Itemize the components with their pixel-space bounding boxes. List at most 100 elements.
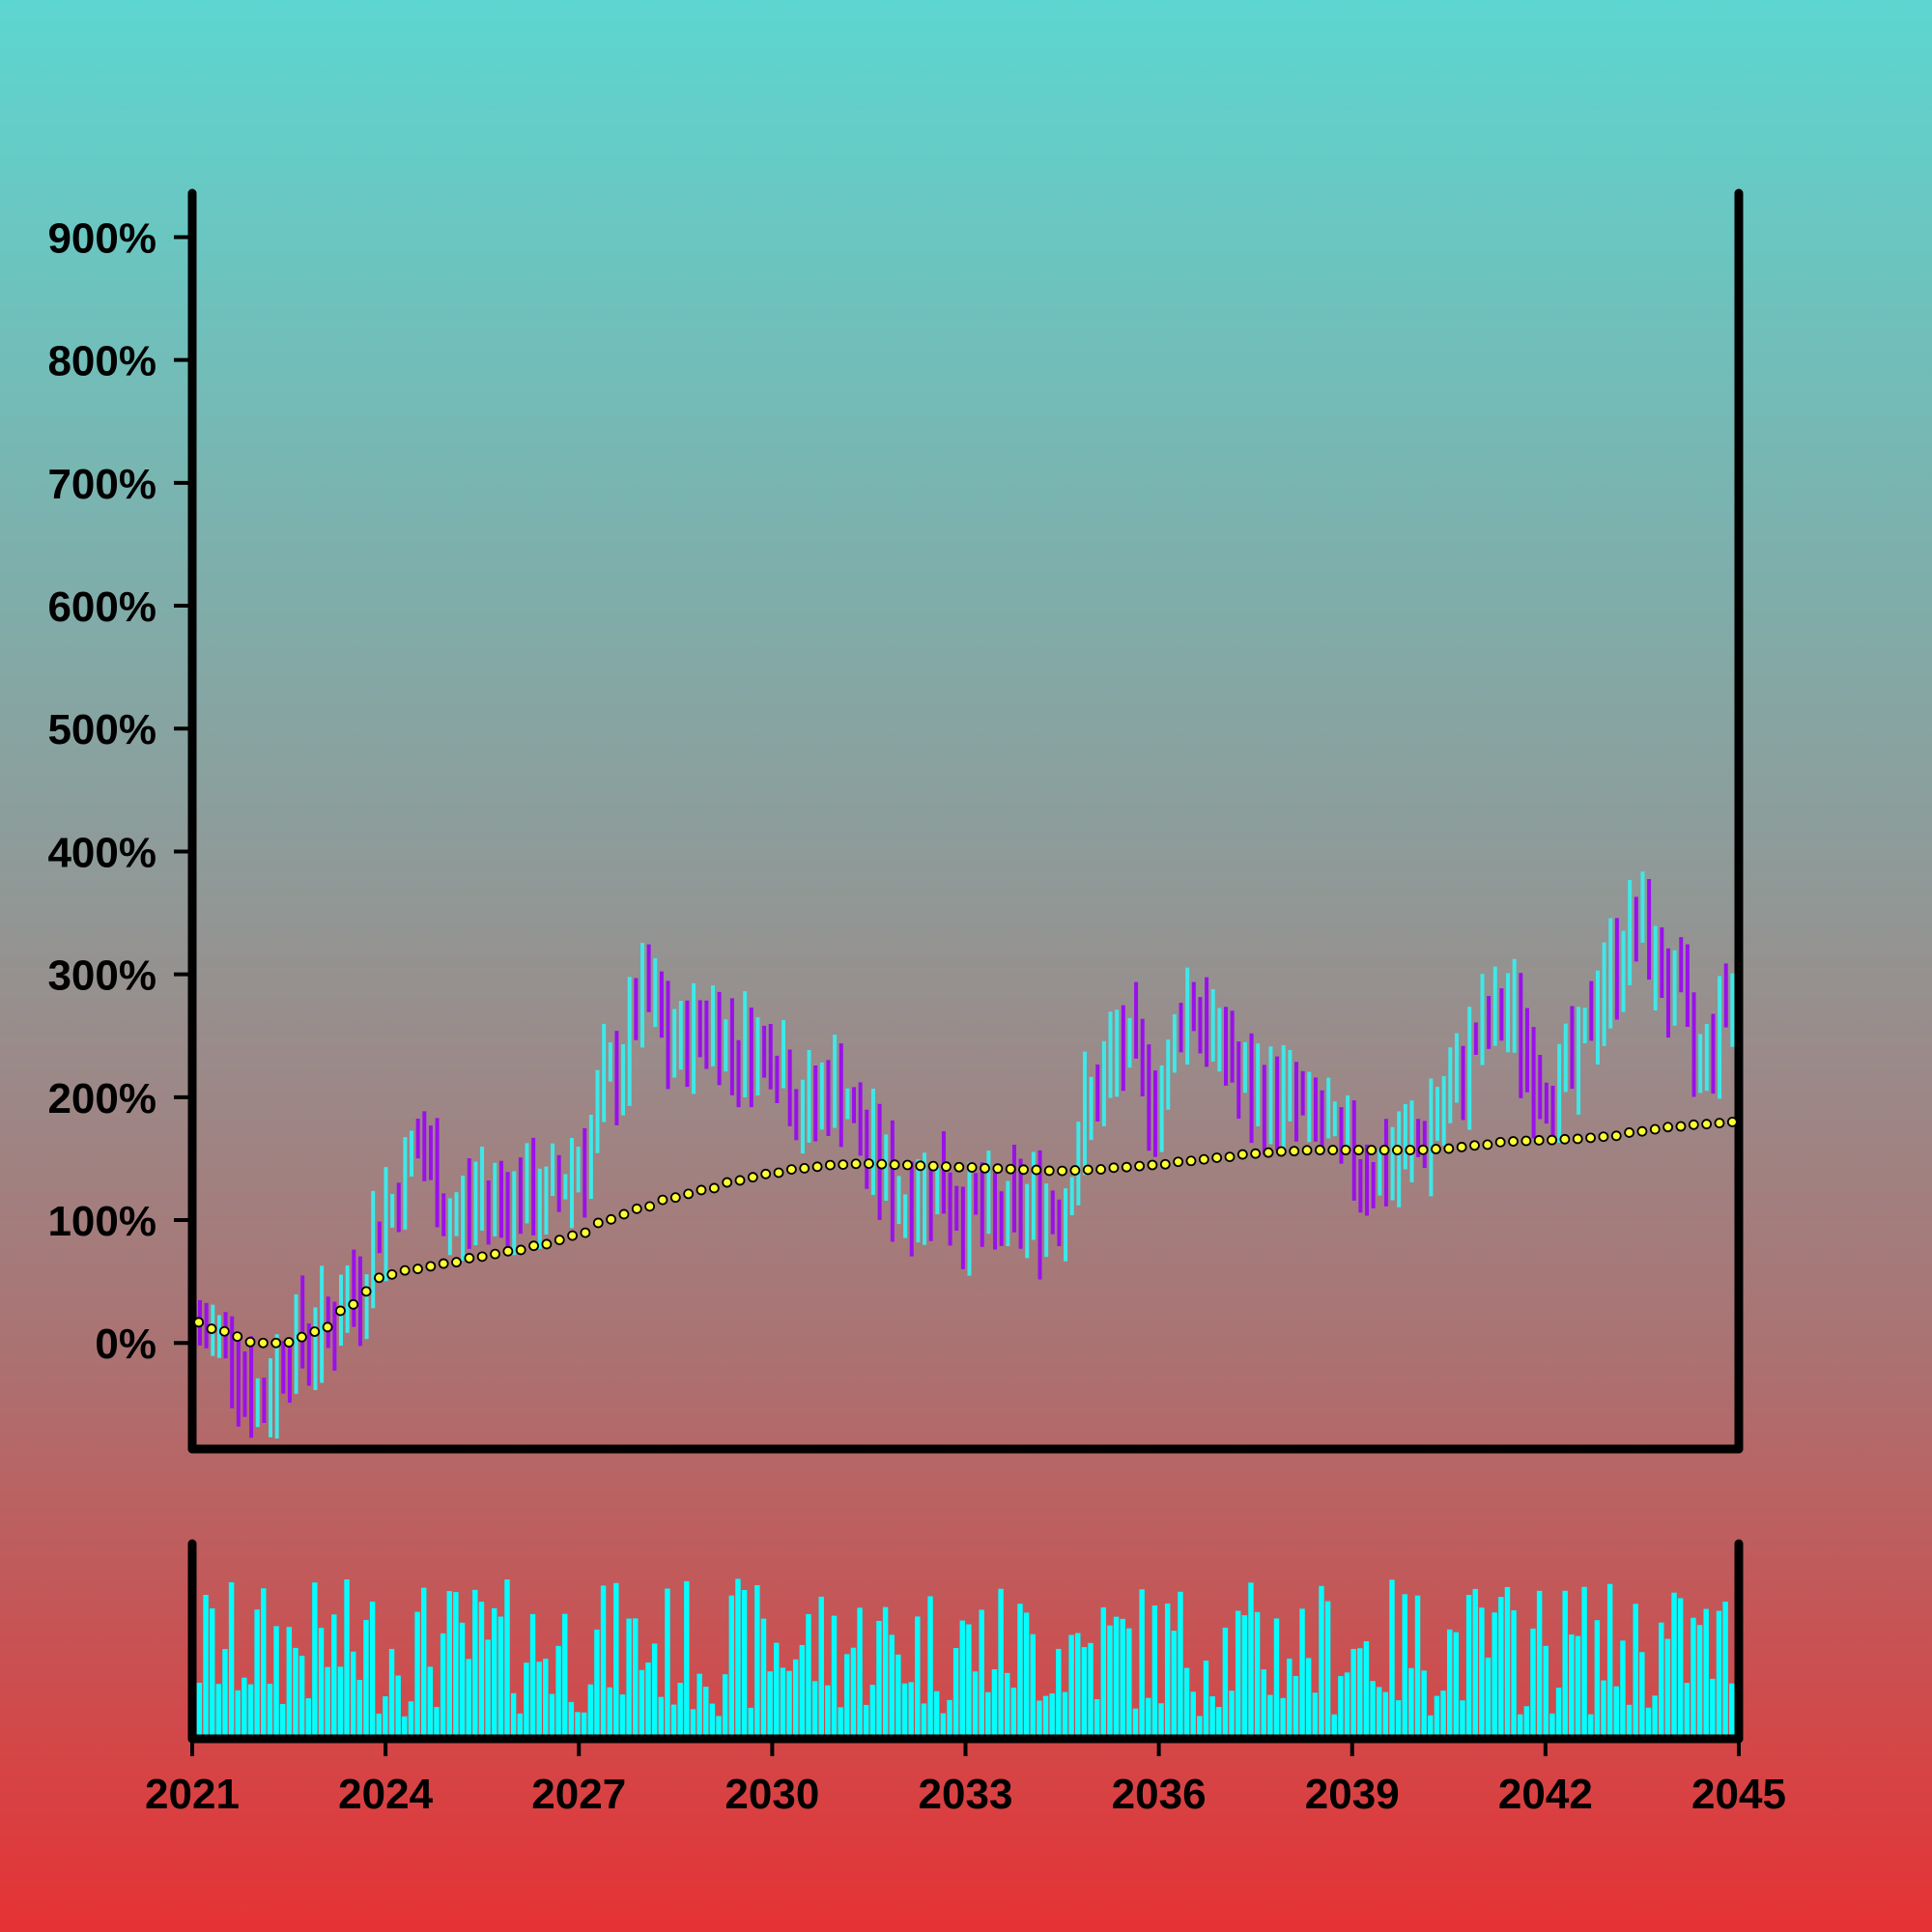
moving-average-point — [528, 1240, 539, 1252]
volume-bar — [440, 1633, 446, 1735]
volume-bar — [562, 1613, 568, 1735]
volume-bar — [1178, 1591, 1183, 1735]
volume-bar — [1293, 1676, 1299, 1735]
volume-bar — [497, 1616, 504, 1735]
volume-bar — [1684, 1683, 1690, 1735]
volume-bar — [1664, 1638, 1671, 1735]
x-tick-label: 2045 — [1691, 1771, 1786, 1818]
volume-bar — [947, 1699, 952, 1735]
volume-bar — [1030, 1634, 1036, 1735]
moving-average-point — [554, 1235, 565, 1246]
volume-bar — [1492, 1612, 1497, 1735]
volume-bar — [383, 1696, 388, 1735]
volume-bar — [369, 1601, 376, 1735]
volume-bar — [1120, 1618, 1125, 1735]
volume-bar — [901, 1683, 908, 1735]
moving-average-point — [850, 1158, 862, 1170]
moving-average-point — [1688, 1119, 1699, 1130]
volume-bar — [312, 1582, 318, 1735]
moving-average-point — [1431, 1144, 1441, 1154]
volume-bar — [1460, 1700, 1465, 1735]
volume-bar — [1254, 1611, 1261, 1735]
volume-bar — [1132, 1708, 1139, 1735]
moving-average-point — [580, 1227, 591, 1238]
x-tick-label: 2021 — [145, 1771, 240, 1818]
volume-bar — [940, 1713, 947, 1735]
moving-average-point — [1147, 1159, 1158, 1171]
volume-bar — [1645, 1707, 1652, 1735]
y-tick-label: 300% — [47, 952, 156, 1000]
volume-bar — [414, 1611, 420, 1735]
volume-bar — [882, 1606, 889, 1735]
x-tick-label: 2024 — [338, 1771, 433, 1818]
volume-bar — [818, 1596, 824, 1735]
volume-bar — [1023, 1612, 1030, 1735]
volume-bar — [1562, 1590, 1568, 1735]
volume-bar — [811, 1681, 818, 1735]
volume-bar — [524, 1662, 529, 1735]
volume-bar — [472, 1589, 478, 1735]
volume-bar — [1601, 1680, 1606, 1735]
moving-average-point — [232, 1331, 243, 1343]
volume-bar — [1158, 1703, 1164, 1735]
ohlc-bars — [198, 871, 1735, 1439]
moving-average-point — [1533, 1135, 1545, 1146]
volume-bar — [1100, 1606, 1107, 1735]
volume-bar — [273, 1626, 279, 1735]
volume-bar — [549, 1693, 555, 1735]
moving-average-point — [412, 1264, 423, 1274]
volume-bar — [594, 1629, 600, 1735]
moving-average-point — [683, 1188, 695, 1200]
volume-bar — [1126, 1628, 1132, 1735]
volume-bar — [555, 1645, 561, 1735]
volume-bar — [395, 1675, 401, 1735]
volume-bar — [446, 1591, 452, 1735]
moving-average-point — [1636, 1125, 1648, 1137]
volume-bar — [1613, 1686, 1620, 1735]
volume-bar — [748, 1707, 753, 1735]
moving-average-point — [1726, 1117, 1738, 1127]
moving-average-point — [206, 1323, 217, 1334]
moving-average-point — [541, 1238, 553, 1250]
volume-bar — [1363, 1641, 1370, 1735]
volume-bar — [1511, 1609, 1517, 1735]
volume-bar — [1146, 1697, 1151, 1735]
volume-bar — [1287, 1658, 1293, 1735]
moving-average-point — [1494, 1136, 1506, 1148]
moving-average-point — [1559, 1133, 1571, 1145]
moving-average-point — [1624, 1127, 1634, 1138]
volume-bar — [254, 1609, 260, 1735]
moving-average-point — [193, 1317, 205, 1328]
moving-average-point — [799, 1163, 810, 1174]
x-tick-label: 2042 — [1498, 1771, 1593, 1818]
volume-bar — [228, 1581, 235, 1735]
volume-bar — [1606, 1583, 1613, 1735]
moving-average-point — [1159, 1158, 1171, 1170]
volume-bar — [1049, 1693, 1055, 1735]
moving-average-point — [490, 1248, 500, 1260]
volume-bar — [1620, 1640, 1626, 1735]
volume-bar — [915, 1616, 921, 1735]
volume-bar — [1536, 1590, 1543, 1735]
moving-average-point — [322, 1321, 333, 1333]
moving-average-point — [1185, 1155, 1197, 1167]
moving-average-point — [1405, 1145, 1416, 1155]
volume-bar — [799, 1644, 806, 1735]
volume-bar — [235, 1690, 241, 1735]
moving-average-point — [838, 1159, 849, 1171]
volume-bar — [388, 1648, 395, 1735]
volume-bar — [927, 1596, 933, 1735]
volume-bar — [1267, 1694, 1273, 1735]
volume-bar — [325, 1666, 330, 1735]
y-tick-label: 600% — [47, 583, 156, 631]
moving-average-point — [567, 1230, 578, 1241]
volume-bar — [1171, 1631, 1178, 1735]
moving-average-point — [876, 1158, 888, 1170]
volume-bar — [1575, 1635, 1581, 1735]
moving-average-point — [1547, 1134, 1557, 1146]
volume-bar — [1216, 1707, 1222, 1735]
volume-bar — [1549, 1713, 1555, 1735]
moving-average-point — [606, 1213, 617, 1225]
volume-bars — [196, 1578, 1735, 1735]
volume-bar — [196, 1682, 203, 1735]
